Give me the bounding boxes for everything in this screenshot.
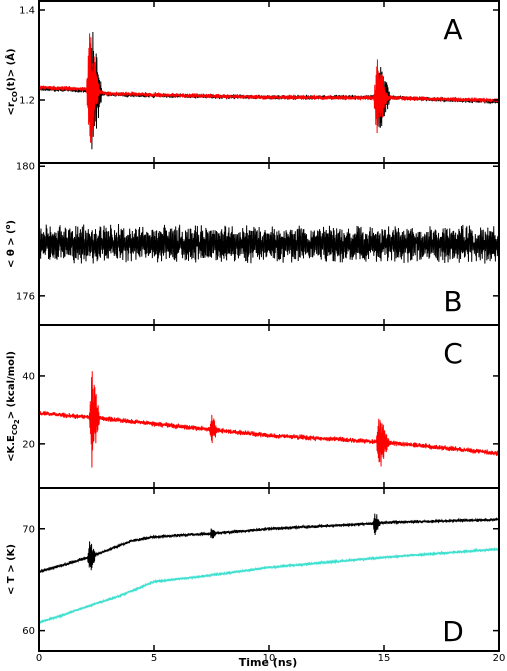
panel-D: 0 5 10 15 20 60 70 < T > (K) D [6,487,506,664]
panel-B: 176 180 < θ > (o) B [4,162,500,326]
series-line [39,371,499,468]
panel-C: 20 40<K.ECO2> (kcal/mol) C [6,324,500,489]
y-tick-label: 40 [22,371,35,382]
y-tick-label: 60 [22,626,35,637]
y-axis-label: <rCO(t)> (Å) [4,48,19,115]
y-axis-label: <K.ECO2> (kcal/mol) [6,351,21,462]
series-line [39,31,499,150]
y-tick-label: 176 [16,291,35,302]
y-tick-label: 1.2 [19,96,35,107]
series-line [39,223,499,264]
panel-letter: A [443,13,462,46]
x-axis-label: Time (ns) [239,656,297,669]
plot-frame [38,0,500,164]
plot-frame [38,324,500,489]
panel-letter: B [443,285,462,318]
x-tick-label: 20 [493,653,506,664]
x-tick-label: 10 [263,653,276,664]
y-tick-label: 180 [16,162,35,173]
panel-A: 1.2 1.4 <rCO(t)> (Å) A [4,0,500,164]
plot-frame [38,487,500,652]
x-tick-label: 0 [36,653,42,664]
x-tick-label: 15 [378,653,391,664]
x-tick-label: 5 [151,653,157,664]
y-tick-label: 1.4 [19,6,35,17]
panel-letter: D [442,615,464,648]
y-tick-label: 20 [22,439,35,450]
panel-letter: C [443,337,463,370]
y-axis-label: < θ > (o) [4,220,17,268]
series-line [39,33,499,143]
y-tick-label: 70 [22,524,35,535]
series-line [39,547,499,626]
series-line [39,513,499,574]
y-axis-label: < T > (K) [6,544,17,595]
